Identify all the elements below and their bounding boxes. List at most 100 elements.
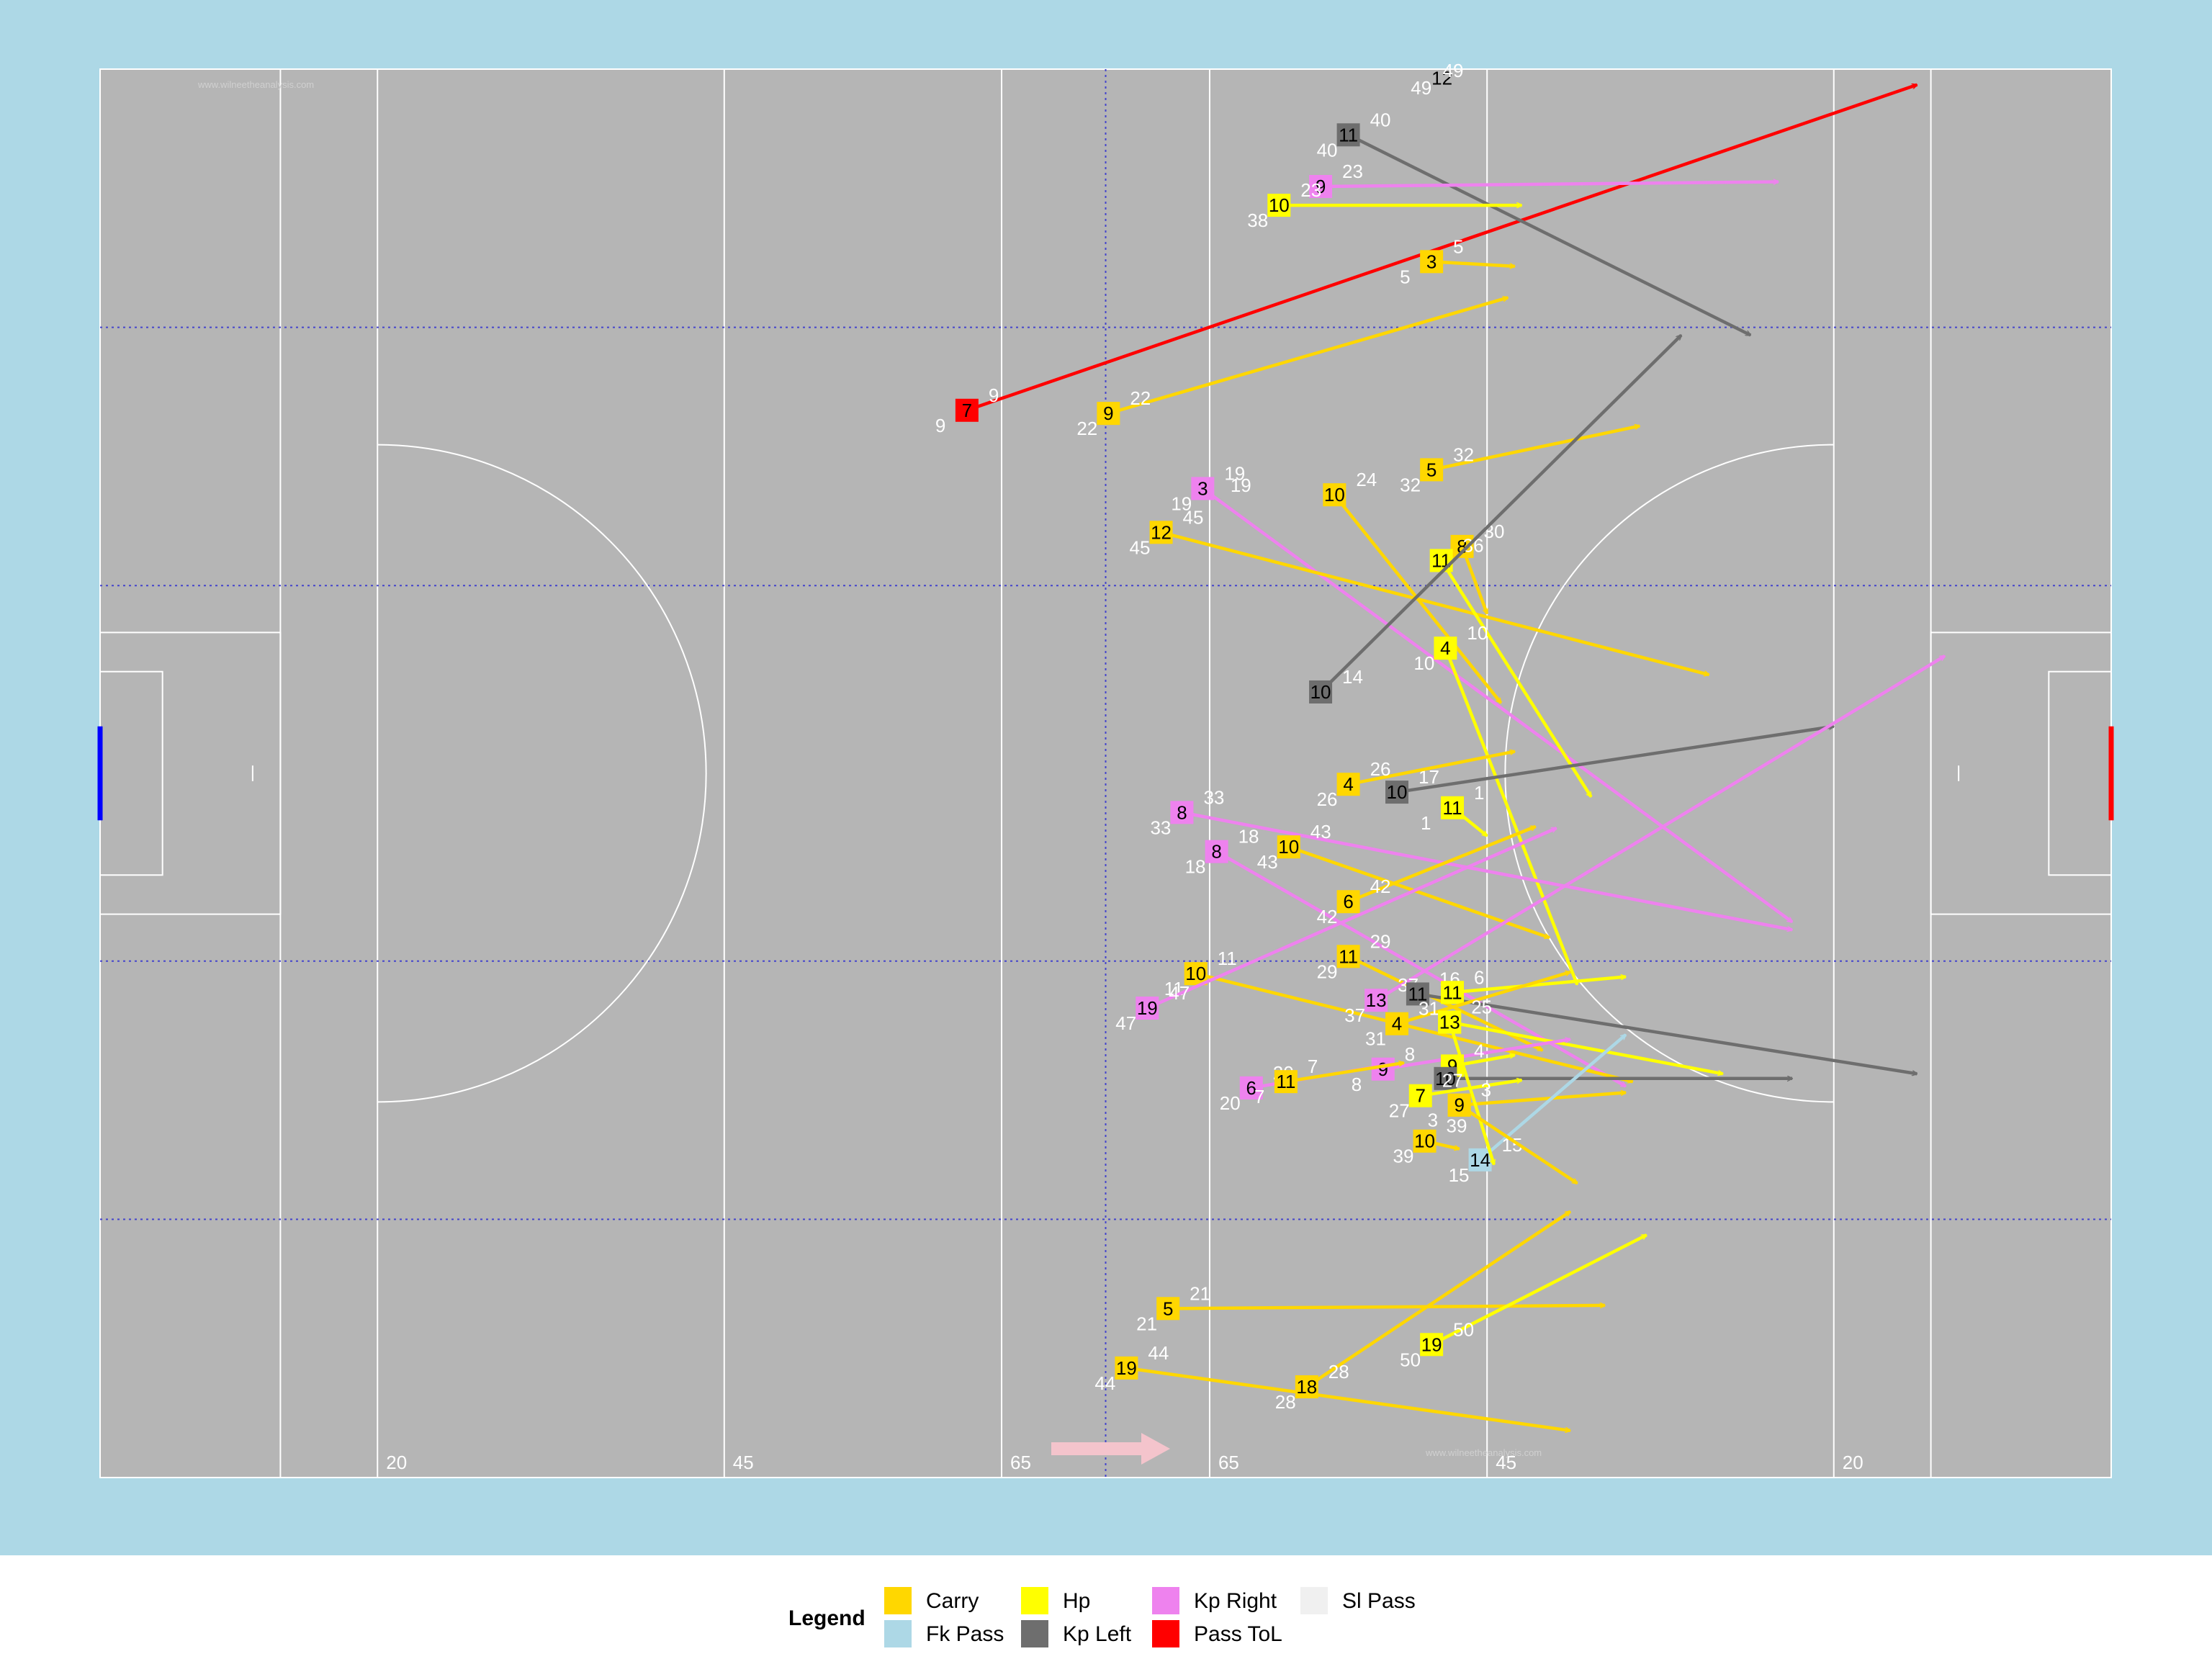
event-time-label: 3 [1481,1079,1491,1101]
event-marker [1364,989,1388,1012]
event-marker [1309,680,1333,703]
event-arrow [1202,487,1792,924]
event-arrow [1347,824,1536,904]
event-time-label: 39 [1393,1146,1414,1167]
event-player-label: 10 [1310,681,1331,703]
event-player-label: 9 [1454,1094,1464,1116]
direction-arrow-head [1141,1433,1170,1465]
event-arrow [1396,972,1570,1025]
extra-label: 49 [1411,77,1431,99]
event-marker [1274,1070,1298,1094]
event-time-label: 44 [1148,1342,1169,1364]
event-arrow [1107,297,1508,415]
event-player-label: 11 [1339,124,1358,145]
event-marker [1441,981,1465,1004]
distance-label: 65 [1218,1452,1239,1473]
event-arrow [1479,1033,1626,1161]
event-time-label: 7 [1254,1086,1264,1107]
event-arrow [1449,1020,1722,1074]
event-marker [1149,521,1173,544]
event-marker [1438,1010,1462,1034]
event-time-label: 19 [1171,493,1192,514]
event-arrow [1347,133,1751,337]
event-marker [1336,123,1360,147]
event-marker [1468,1148,1492,1172]
event-marker [1447,1093,1471,1117]
legend-label: Fk Pass [926,1622,1004,1646]
event-player-label: 4 [1392,1013,1402,1035]
event-time-label: 50 [1453,1318,1474,1340]
distance-label: 65 [1010,1452,1031,1473]
event-time-label: 45 [1183,506,1204,528]
legend-swatch [1152,1587,1179,1614]
event-time-label: 27 [1442,1070,1463,1092]
event-time-label: 32 [1400,474,1421,495]
event-time-label: 47 [1115,1012,1136,1034]
legend-label: Sl Pass [1342,1589,1416,1613]
extra-label: 49 [1443,60,1464,81]
event-marker [1309,175,1333,198]
event-player-label: 13 [1366,989,1387,1011]
event-time-label: 47 [1169,982,1190,1004]
event-player-label: 10 [1185,963,1206,984]
event-player-label: 7 [1416,1085,1426,1107]
event-player-label: 8 [1457,536,1467,557]
event-time-label: 45 [1130,536,1151,558]
event-time-label: 7 [1308,1056,1318,1077]
event-time-label: 33 [1150,817,1171,838]
event-time-label: 1 [1421,812,1431,834]
event-marker [1323,483,1346,507]
event-player-label: 10 [1387,781,1408,803]
event-marker [1184,962,1208,986]
event-player-label: 10 [1324,484,1345,505]
event-arrow [1146,827,1556,1010]
event-arrow [1458,1103,1578,1185]
event-time-label: 24 [1356,469,1377,490]
event-player-label: 8 [1177,801,1187,823]
event-marker [1429,549,1453,572]
event-time-label: 39 [1447,1115,1467,1137]
event-player-label: 18 [1296,1376,1317,1398]
event-time-label: 22 [1130,387,1151,409]
event-time-label: 1 [1474,782,1484,804]
event-player-label: 14 [1470,1149,1491,1171]
event-marker [1239,1076,1263,1100]
extra-label: 12 [1431,68,1452,89]
event-time-label: 42 [1317,906,1338,927]
event-time-label: 27 [1389,1100,1410,1122]
event-player-label: 19 [1421,1334,1442,1355]
event-marker [1413,1129,1437,1153]
event-player-label: 10 [1414,1130,1435,1152]
event-player-label: 6 [1343,891,1353,912]
event-arrow [1444,647,1579,984]
event-time-label: 8 [1352,1074,1362,1095]
event-player-label: 19 [1116,1357,1137,1379]
event-time-label: 18 [1185,856,1206,878]
legend-swatch [1021,1620,1048,1647]
event-marker [1408,1084,1432,1107]
legend: Legend Carry Fk Pass Hp Kp Left Kp Right Pass … [788,1587,1416,1647]
distance-label: 45 [1496,1452,1516,1473]
event-time-label: 20 [1220,1092,1241,1114]
extra-label: 19 [1231,475,1251,496]
event-player-label: 9 [1103,403,1113,424]
event-player-label: 3 [1426,251,1437,272]
event-player-label: 9 [1316,176,1326,197]
event-time-label: 31 [1365,1028,1386,1050]
event-marker [1097,402,1120,426]
event-marker [1205,840,1228,863]
event-arrow [1348,752,1515,786]
event-marker [1434,637,1457,660]
event-player-label: 11 [1276,1071,1295,1092]
legend-label: Kp Right [1194,1589,1277,1613]
event-time-label: 21 [1136,1313,1157,1334]
event-time-label: 9 [935,415,945,436]
event-time-label: 50 [1400,1349,1421,1370]
event-time-label: 26 [1370,758,1391,780]
event-time-label: 5 [1400,266,1410,287]
watermark: www.wilneetheanalysis.com [197,79,314,90]
event-marker [1385,781,1409,804]
event-arrow [1439,559,1593,796]
